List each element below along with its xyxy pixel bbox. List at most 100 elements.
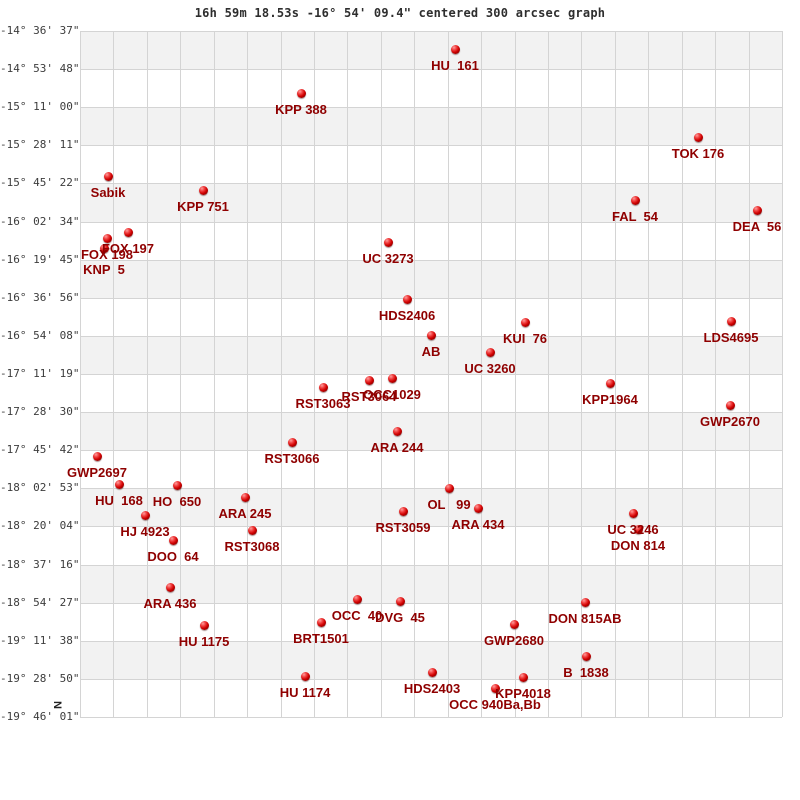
grid-hline	[80, 526, 782, 527]
star-label: GWP2697	[67, 465, 127, 480]
y-axis-tick-label: -16° 02' 34"	[0, 214, 80, 228]
star-label: OCC 40	[331, 608, 383, 623]
grid-vline	[281, 31, 282, 717]
grid-hline	[80, 107, 782, 108]
grid-vline	[715, 31, 716, 717]
y-axis-tick-label: -14° 36' 37"	[0, 24, 80, 37]
grid-hline	[80, 183, 782, 184]
star-label: HJ 4923	[120, 524, 170, 539]
grid-vline	[314, 31, 315, 717]
star-label: Sabik	[90, 185, 126, 200]
star-dot	[630, 195, 640, 205]
grid-vline	[481, 31, 482, 717]
star-label: TOK 176	[671, 146, 725, 161]
y-axis-tick-label: -15° 28' 11"	[0, 138, 80, 152]
grid-hline	[80, 717, 782, 718]
grid-vline	[515, 31, 516, 717]
star-label: RST3064	[341, 389, 397, 404]
star-dot	[633, 524, 643, 534]
star-label: UC 3246	[607, 522, 659, 537]
star-label: AB	[421, 344, 441, 359]
grid-vline	[180, 31, 181, 717]
star-dot	[99, 243, 109, 253]
star-dot	[581, 651, 591, 661]
grid-band	[80, 374, 782, 413]
star-dot	[450, 44, 460, 54]
grid-vline	[414, 31, 415, 717]
grid-band	[80, 488, 782, 527]
star-label: HU 161	[431, 58, 479, 73]
star-dot	[199, 620, 209, 630]
star-label: DVG 45	[375, 610, 425, 625]
grid-hline	[80, 374, 782, 375]
grid-hline	[80, 641, 782, 642]
star-label: DOO 64	[147, 549, 199, 564]
star-dot	[398, 506, 408, 516]
star-dot	[509, 619, 519, 629]
star-label: HU 1175	[178, 634, 230, 649]
star-dot	[426, 330, 436, 340]
star-label: BRT1501	[293, 631, 349, 646]
star-label: FOX 198	[80, 247, 134, 262]
star-dot	[628, 508, 638, 518]
y-axis-tick-label: -15° 45' 22"	[0, 176, 80, 190]
star-dot	[318, 382, 328, 392]
star-dot	[427, 667, 437, 677]
star-dot	[300, 671, 310, 681]
grid-vline	[682, 31, 683, 717]
star-label: DEA 56	[732, 219, 782, 234]
star-label: ARA 436	[143, 596, 197, 611]
grid-hline	[80, 69, 782, 70]
grid-hline	[80, 679, 782, 680]
star-dot	[473, 503, 483, 513]
grid-band	[80, 564, 782, 603]
star-dot	[198, 185, 208, 195]
grid-vline	[782, 31, 783, 717]
grid-band	[80, 31, 782, 70]
star-dot	[102, 233, 112, 243]
grid-hline	[80, 412, 782, 413]
star-dot	[92, 451, 102, 461]
star-dot	[726, 316, 736, 326]
star-label: HU 168	[95, 493, 143, 508]
star-label: DON 814	[610, 538, 666, 553]
star-label: GWP2680	[484, 633, 544, 648]
north-indicator-icon: N	[50, 701, 63, 709]
star-label: FOX 197	[101, 241, 155, 256]
star-label: GWP2670	[700, 414, 760, 429]
star-label: FAL 54	[611, 209, 658, 224]
star-dot	[114, 479, 124, 489]
star-label: UC 3260	[464, 361, 516, 376]
star-dot	[172, 480, 182, 490]
star-label: LDS4695	[703, 330, 759, 345]
grid-vline	[448, 31, 449, 717]
star-label: KPP 751	[177, 199, 229, 214]
grid-hline	[80, 603, 782, 604]
star-dot	[383, 237, 393, 247]
y-axis-tick-label: -15° 11' 00"	[0, 100, 80, 114]
star-dot	[444, 483, 454, 493]
y-axis-tick-label: -19° 28' 50"	[0, 671, 80, 685]
star-dot	[387, 373, 397, 383]
star-label: HU 1174	[279, 685, 331, 700]
grid-hline	[80, 565, 782, 566]
grid-band	[80, 412, 782, 451]
grid-hline	[80, 488, 782, 489]
grid-vline	[113, 31, 114, 717]
grid-band	[80, 183, 782, 222]
grid-band	[80, 69, 782, 108]
y-axis-tick-label: -18° 37' 16"	[0, 557, 80, 571]
star-dot	[364, 375, 374, 385]
grid-vline	[80, 31, 81, 717]
grid-band	[80, 678, 782, 717]
star-label: KPP 388	[275, 102, 327, 117]
star-label: KPP1964	[582, 392, 638, 407]
y-axis-tick-label: -16° 36' 56"	[0, 290, 80, 304]
star-dot	[287, 437, 297, 447]
star-label: RST3066	[264, 451, 320, 466]
star-label: HDS2403	[403, 681, 461, 696]
star-label: HDS2406	[378, 308, 436, 323]
grid-hline	[80, 145, 782, 146]
star-label: RST3063	[295, 396, 351, 411]
